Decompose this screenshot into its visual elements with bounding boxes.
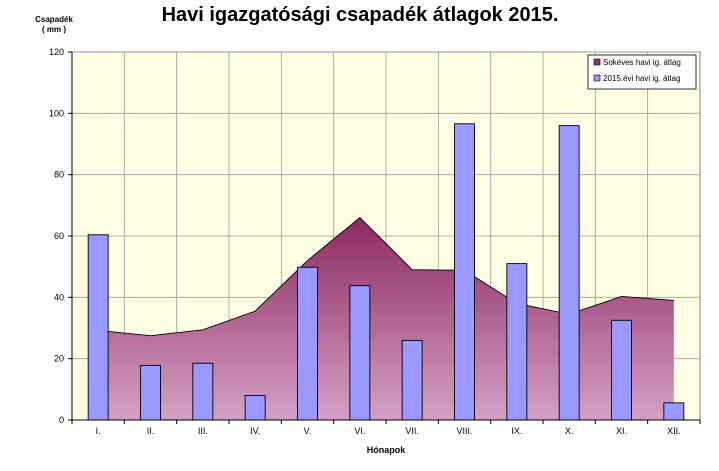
x-tick-labels: I. II. III. IV. V. VI. VII. VIII. IX. X. XI. XII. [96,426,681,436]
x-tick-label: III. [198,426,208,436]
y-tick-label: 20 [54,354,64,364]
y-axis-label: Csapadék ( mm ) [24,15,84,35]
bar [401,340,423,421]
x-tick-label: XII. [667,426,681,436]
y-tick-label: 40 [54,292,64,302]
bar [140,364,161,421]
y-tick-label: 0 [59,415,64,425]
x-tick-label: II. [147,426,155,436]
chart-title: Havi igazgatósági csapadék átlagok 2015. [161,4,559,26]
x-tick-label: V. [304,426,312,436]
y-axis-label-line-2: ( mm ) [42,25,66,34]
legend-swatch [593,58,601,66]
area-fill [98,217,674,420]
bar [87,234,109,421]
bar [506,263,528,421]
x-tick-label: VII. [405,426,419,436]
bar [192,362,214,421]
y-axis-label-line-1: Csapadék [35,15,73,24]
y-tick-label: 100 [49,108,64,118]
bar [558,125,580,421]
bars-2015 [87,123,685,421]
x-tick-label: X. [565,426,574,436]
y-tick-label: 120 [49,47,64,57]
bar [349,285,371,421]
legend-label: Sokéves havi ig. átlag [603,58,681,67]
y-tick-label: 80 [54,170,64,180]
x-tick-label: IV. [250,426,260,436]
bar [611,319,632,421]
y-tick-labels: 0 20 40 60 80 100 120 [49,47,64,425]
bar [663,402,685,421]
x-tick-label: VI. [354,426,365,436]
bar [454,123,475,421]
x-tick-label: XI. [616,426,627,436]
legend-swatch [593,74,601,82]
legend: Sokéves havi ig. átlag 2015.évi havi ig. … [587,54,697,90]
legend-label: 2015.évi havi ig. átlag [603,74,680,83]
x-tick-label: I. [96,426,101,436]
bar [244,395,266,421]
legend-box [587,54,697,90]
axes [68,51,701,424]
x-tick-label: IX. [511,426,522,436]
bar [297,266,318,421]
x-axis-label: Hónapok [367,445,406,455]
y-tick-label: 60 [54,231,64,241]
x-tick-label: VIII. [456,426,472,436]
